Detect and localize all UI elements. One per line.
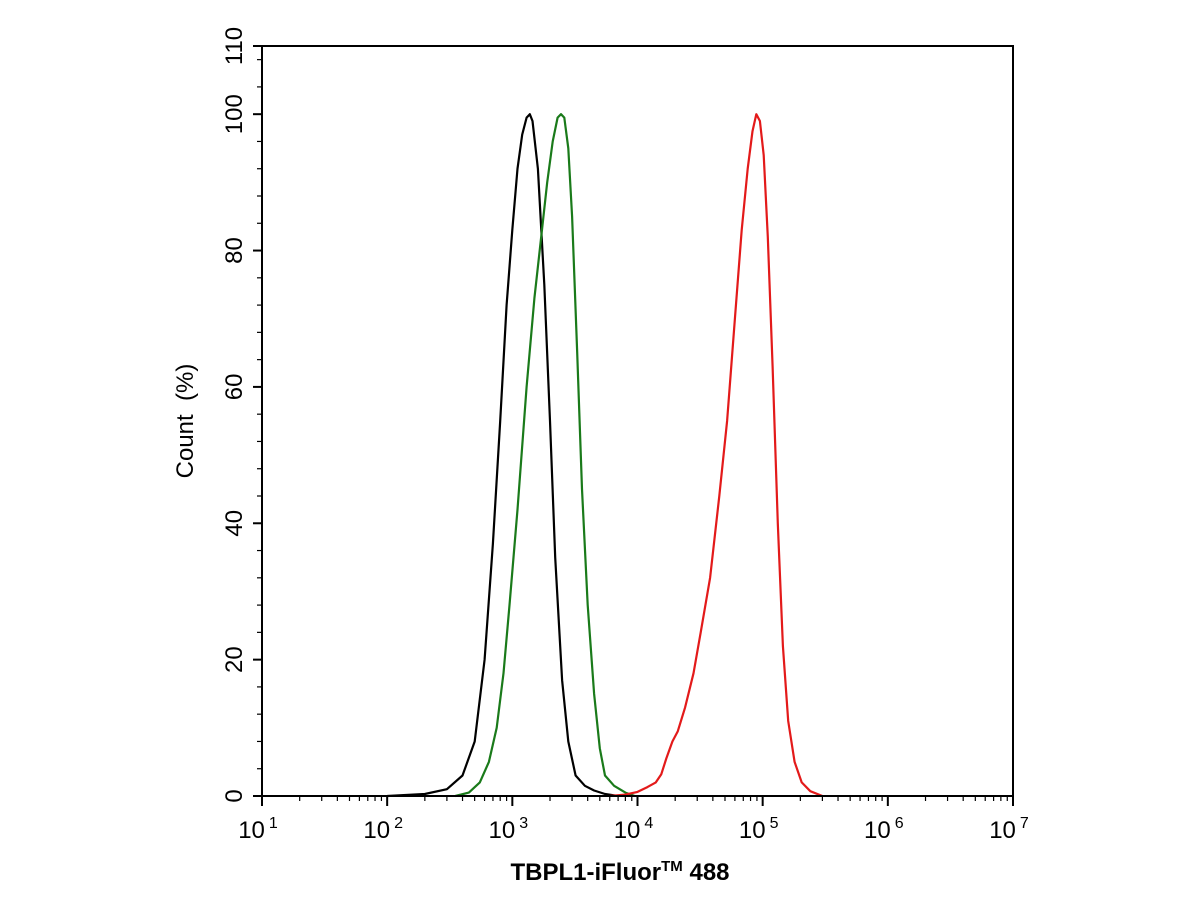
x-tick-label: 10 2: [363, 815, 403, 844]
x-tick-exponent: 3: [519, 815, 528, 832]
x-tick-exponent: 2: [394, 815, 403, 832]
x-title-tail: 488: [683, 859, 730, 886]
series-curve-1: [387, 113, 619, 798]
y-tick-label: 110: [221, 27, 248, 65]
x-tick-label: 10 5: [739, 815, 779, 844]
series-layer: [387, 113, 823, 798]
x-tick-label: 10 4: [614, 815, 654, 844]
y-tick-label: 100: [221, 94, 248, 134]
x-tick-exponent: 1: [269, 815, 278, 832]
x-tick-label: 10 6: [864, 815, 904, 844]
y-tick-label: 60: [221, 374, 248, 401]
x-tick-label: 10 7: [989, 815, 1029, 844]
series-curve-2: [455, 113, 636, 798]
x-title-superscript: TM: [661, 858, 683, 875]
x-tick-exponent: 7: [1020, 815, 1029, 832]
x-title-main: TBPL1-iFluor: [510, 859, 661, 886]
plot-frame: [261, 45, 1014, 797]
y-axis-title: Count (%): [172, 364, 199, 479]
y-tick-label: 80: [221, 237, 248, 264]
y-tick-label: 0: [221, 789, 248, 802]
x-tick-label: 10 3: [489, 815, 529, 844]
x-tick-exponent: 4: [644, 815, 653, 832]
x-tick-exponent: 5: [770, 815, 779, 832]
x-tick-exponent: 6: [895, 815, 904, 832]
x-tick-label: 10 1: [238, 815, 278, 844]
series-curve-3: [609, 113, 823, 798]
x-axis: 10 1 10 2 10 3 10 4 10 5 10 6 10 7: [238, 796, 1029, 844]
y-axis: 0 20 40 60 80 100 110: [221, 27, 262, 803]
x-axis-title: TBPL1-iFluorTM 488: [510, 858, 729, 886]
y-tick-label: 20: [221, 646, 248, 673]
y-tick-label: 40: [221, 510, 248, 537]
